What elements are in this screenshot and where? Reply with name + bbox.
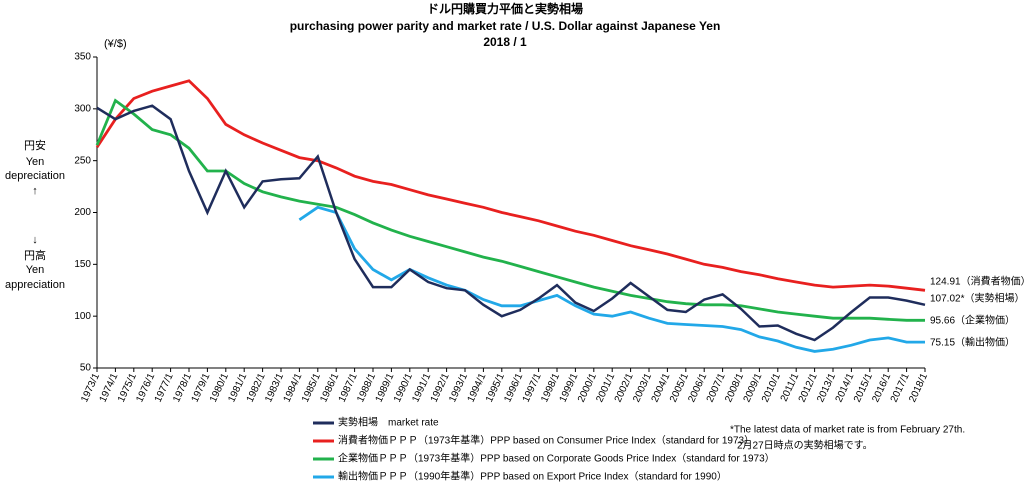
y-unit: (¥/$) [104,38,127,50]
side-label: ↑ [32,185,38,197]
legend-label: 輸出物価ＰＰＰ（1990年基準）PPP based on Export Pric… [338,470,727,483]
chart-subtitle: purchasing power parity and market rate … [290,19,721,33]
y-tick-label: 200 [74,207,91,218]
series-line [95,98,925,322]
side-label: Yen [26,156,45,168]
side-label: appreciation [5,279,65,291]
side-label: Yen [26,264,45,276]
chart-title: ドル円購買力平価と実勢相場 [427,1,583,16]
side-label: 円安 [24,138,46,152]
end-label: 107.02*（実勢相場） [930,292,1024,305]
end-label: 75.15（輸出物価） [930,336,1015,349]
end-label: 95.66（企業物価） [930,314,1015,327]
side-label: 円高 [24,248,46,262]
legend-label: 企業物価ＰＰＰ（1973年基準）PPP based on Corporate G… [338,452,775,465]
legend-label: 実勢相場 market rate [338,416,439,429]
y-tick-label: 50 [80,363,92,374]
series-line [95,79,926,292]
y-tick-label: 250 [74,155,91,166]
y-tick-label: 150 [74,259,91,270]
y-tick-label: 100 [74,311,91,322]
y-tick-label: 350 [74,52,91,63]
series-line [96,104,926,342]
note: *The latest data of market rate is from … [730,425,965,436]
end-label: 124.91（消費者物価） [930,275,1024,288]
note: 2月27日時点の実勢相場です。 [737,439,873,452]
chart-date: 2018 / 1 [483,35,527,49]
side-label: ↓ [32,234,38,246]
legend-label: 消費者物価ＰＰＰ（1973年基準）PPP based on Consumer P… [338,434,754,447]
y-tick-label: 300 [74,103,91,114]
side-label: depreciation [5,170,65,182]
series-line [298,205,925,353]
